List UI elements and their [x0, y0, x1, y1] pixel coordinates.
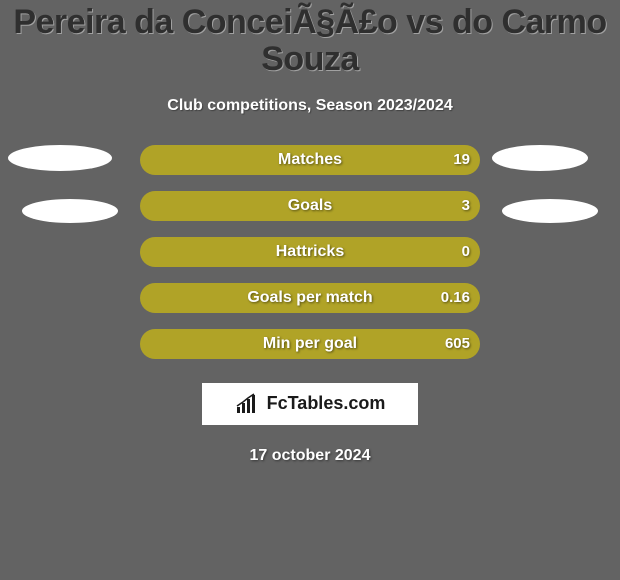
- date-text: 17 october 2024: [0, 447, 620, 465]
- stat-value: 19: [453, 145, 470, 175]
- stat-row: Matches 19: [0, 145, 620, 191]
- stat-row: Min per goal 605: [0, 329, 620, 375]
- stat-row: Goals per match 0.16: [0, 283, 620, 329]
- page-subtitle: Club competitions, Season 2023/2024: [0, 97, 620, 115]
- stat-label: Goals: [140, 191, 480, 221]
- stat-value: 0: [462, 237, 470, 267]
- page-title: Pereira da ConceiÃ§Ã£o vs do Carmo Souza: [0, 4, 620, 79]
- stat-value: 0.16: [441, 283, 470, 313]
- logo-text: FcTables.com: [267, 393, 386, 414]
- stat-label: Goals per match: [140, 283, 480, 313]
- logo-box: FcTables.com: [202, 383, 418, 425]
- stats-area: Matches 19 Goals 3 Hattricks 0 Goals per…: [0, 145, 620, 375]
- stat-label: Matches: [140, 145, 480, 175]
- stat-label: Hattricks: [140, 237, 480, 267]
- stat-row: Goals 3: [0, 191, 620, 237]
- barchart-icon: [235, 393, 261, 415]
- page-root: Pereira da ConceiÃ§Ã£o vs do Carmo Souza…: [0, 0, 620, 580]
- stat-row: Hattricks 0: [0, 237, 620, 283]
- stat-value: 605: [445, 329, 470, 359]
- stat-label: Min per goal: [140, 329, 480, 359]
- stat-value: 3: [462, 191, 470, 221]
